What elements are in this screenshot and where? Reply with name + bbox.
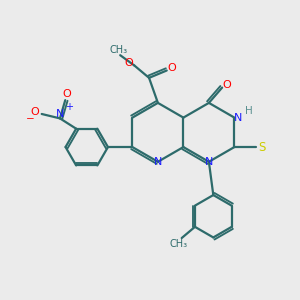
Text: O: O: [168, 63, 176, 73]
Text: O: O: [223, 80, 231, 90]
Text: N: N: [205, 157, 213, 167]
Text: CH₃: CH₃: [169, 239, 187, 249]
Text: S: S: [258, 141, 266, 154]
Text: −: −: [26, 114, 35, 124]
Text: N: N: [56, 109, 64, 119]
Text: CH₃: CH₃: [110, 45, 128, 55]
Text: N: N: [234, 112, 242, 123]
Text: O: O: [63, 89, 71, 99]
Text: +: +: [65, 102, 74, 112]
Text: H: H: [244, 106, 252, 116]
Text: O: O: [31, 107, 40, 117]
Text: O: O: [124, 58, 133, 68]
Text: N: N: [154, 157, 162, 167]
